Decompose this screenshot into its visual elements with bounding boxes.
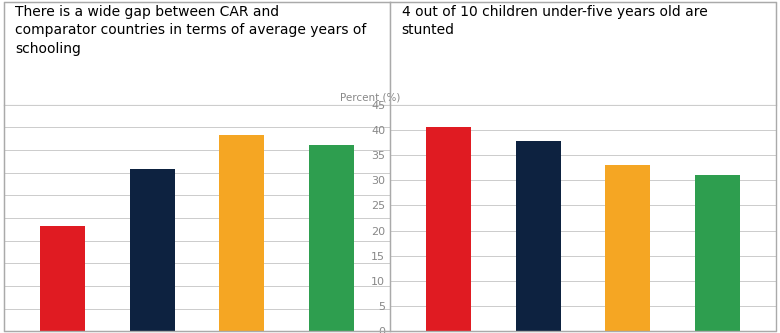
Text: Percent (%): Percent (%): [340, 93, 400, 103]
Bar: [426, 127, 471, 331]
Bar: [40, 226, 85, 331]
Bar: [309, 146, 354, 331]
Bar: [129, 169, 175, 331]
Bar: [605, 165, 651, 331]
Text: There is a wide gap between CAR and
comparator countries in terms of average yea: There is a wide gap between CAR and comp…: [16, 5, 367, 56]
Bar: [695, 175, 740, 331]
Bar: [219, 135, 264, 331]
Text: 4 out of 10 children under-five years old are
stunted: 4 out of 10 children under-five years ol…: [402, 5, 707, 37]
Bar: [516, 142, 561, 331]
